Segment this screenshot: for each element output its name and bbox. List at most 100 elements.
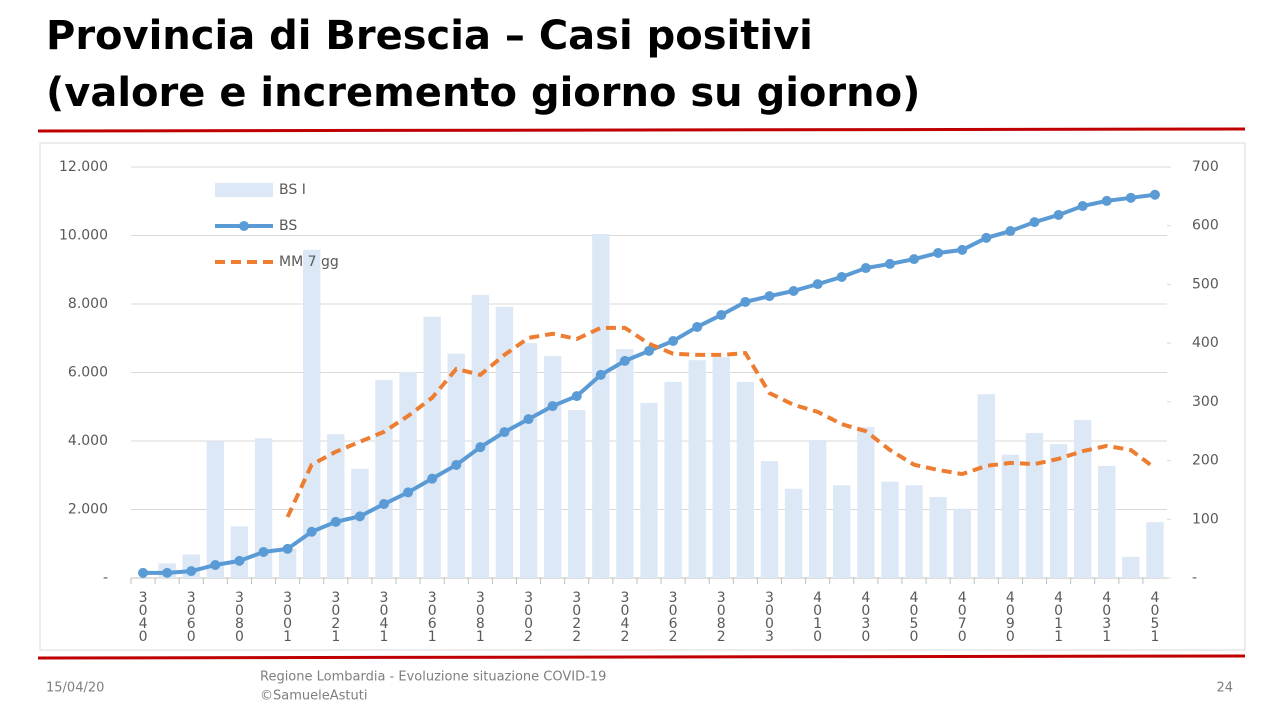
bar — [327, 434, 345, 578]
legend-swatch — [215, 183, 273, 197]
point — [1125, 192, 1136, 203]
bar — [592, 233, 610, 579]
point — [138, 567, 149, 578]
x-tick-label: 4070 — [954, 590, 970, 642]
bar — [519, 343, 538, 578]
point — [234, 555, 245, 566]
x-tick-label: 4011 — [1051, 590, 1067, 642]
bar — [616, 349, 634, 578]
bar — [254, 438, 273, 578]
x-tick-label: 3081 — [472, 590, 488, 642]
point — [427, 473, 438, 484]
point — [644, 345, 654, 356]
bar — [375, 380, 393, 578]
point — [354, 511, 365, 522]
y-tick-label: 2.000 — [68, 502, 108, 518]
bar — [857, 427, 875, 578]
x-tick-label: 3061 — [424, 590, 440, 642]
y2-tick-label: 600 — [1192, 218, 1219, 234]
point — [523, 414, 534, 425]
y2-tick-label: 500 — [1192, 276, 1219, 292]
y-tick-label: 6.000 — [68, 365, 108, 381]
point — [186, 566, 197, 577]
x-tick-label: 3042 — [617, 590, 633, 642]
point — [668, 335, 679, 346]
legend-label: BS I — [279, 182, 306, 198]
point — [258, 546, 269, 557]
y2-tick-label: 200 — [1192, 453, 1219, 469]
bar — [953, 508, 971, 578]
x-tick-label: 3022 — [569, 590, 585, 642]
x-tick-label: 3082 — [713, 590, 729, 642]
bar — [568, 410, 586, 578]
bar — [399, 371, 417, 578]
bar — [977, 394, 995, 578]
point — [378, 499, 389, 510]
bar — [833, 485, 851, 578]
y2-tick-label: 700 — [1192, 159, 1219, 175]
y-tick-label: 8.000 — [68, 296, 108, 312]
point — [981, 232, 992, 243]
x-tick-label: 3062 — [665, 590, 681, 642]
bar — [736, 381, 755, 578]
bar — [471, 294, 490, 578]
x-tick-label: 4051 — [1147, 590, 1163, 642]
x-tick-label: 3003 — [761, 590, 777, 642]
title-line: (valore e incremento giorno su giorno) — [46, 70, 920, 116]
point — [1149, 189, 1160, 200]
point — [475, 442, 486, 453]
dashed-line — [285, 325, 1157, 518]
point — [162, 567, 173, 578]
bar — [784, 488, 803, 578]
bar — [230, 526, 249, 578]
chart-frame — [39, 142, 1246, 651]
bar — [303, 249, 321, 578]
bar — [495, 306, 514, 578]
x-tick-label: 3001 — [280, 590, 296, 642]
bar — [664, 381, 682, 578]
point — [788, 285, 799, 296]
point — [619, 355, 630, 366]
point — [282, 543, 293, 554]
point — [547, 401, 558, 412]
bar — [1049, 444, 1068, 578]
point — [692, 321, 703, 332]
divider — [37, 127, 1246, 133]
y2-tick-label: 100 — [1192, 511, 1219, 527]
point — [1101, 195, 1112, 206]
legend-label: BS — [279, 218, 297, 234]
x-tick-label: 4050 — [906, 590, 922, 642]
point — [451, 459, 462, 470]
footer-author: ©SamueleAstuti — [260, 689, 367, 704]
bar — [808, 440, 827, 578]
point — [403, 487, 414, 498]
bar — [423, 316, 441, 578]
x-tick-label: 3041 — [376, 590, 392, 642]
point — [330, 516, 341, 527]
point — [740, 296, 751, 307]
point — [957, 244, 968, 255]
x-tick-label: 3080 — [231, 590, 247, 642]
point — [764, 291, 775, 302]
bar — [351, 468, 369, 578]
bar — [206, 441, 224, 578]
y-tick-label: 4.000 — [68, 433, 108, 449]
x-tick-label: 3060 — [183, 590, 199, 642]
x-tick-label: 4030 — [858, 590, 874, 642]
footer-source: Regione Lombardia - Evoluzione situazion… — [260, 670, 606, 685]
bar — [929, 496, 947, 578]
bar — [1122, 556, 1140, 578]
bar — [1098, 465, 1116, 578]
point — [1053, 209, 1064, 220]
point — [1029, 217, 1040, 228]
point — [909, 254, 920, 265]
x-tick-label: 3002 — [521, 590, 537, 642]
legend-swatch — [239, 221, 249, 231]
x-tick-label: 4090 — [1002, 590, 1018, 642]
y2-tick-label: 300 — [1192, 394, 1219, 410]
bar — [278, 548, 297, 578]
bar — [760, 461, 779, 578]
y2-tick-label: 400 — [1192, 335, 1219, 351]
